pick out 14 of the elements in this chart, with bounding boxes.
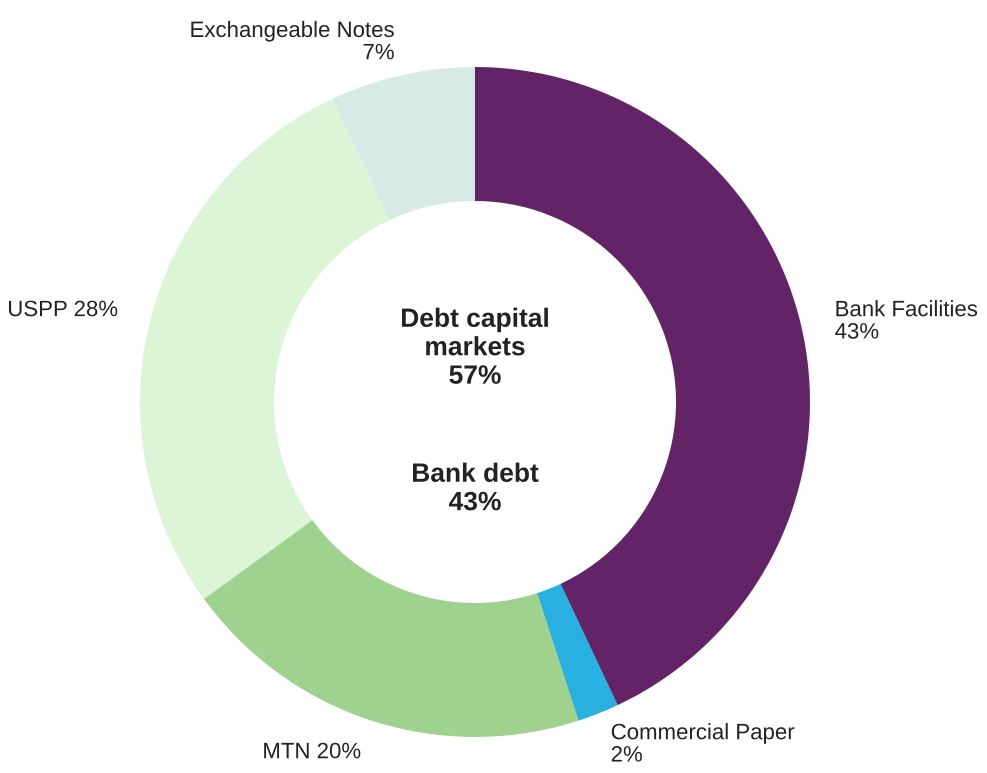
text: Bank debt 43% <box>412 462 538 510</box>
slice-label: Commercial Paper <box>612 723 794 744</box>
data-label: 43% <box>835 323 878 339</box>
data-label: 7% <box>364 44 394 60</box>
data-label: 2% <box>612 746 642 762</box>
slice-label: USPP 28% <box>9 300 118 316</box>
slice-label: MTN 20% <box>264 742 360 758</box>
donut-slice <box>537 584 618 721</box>
slice-label: Exchangeable Notes <box>191 20 394 42</box>
donut-slice <box>140 98 390 599</box>
slice-label: Bank Facilities <box>836 300 978 316</box>
donut-slice <box>204 520 579 737</box>
donut-slice <box>332 67 475 220</box>
text: Debt capital markets 57% <box>402 308 548 384</box>
